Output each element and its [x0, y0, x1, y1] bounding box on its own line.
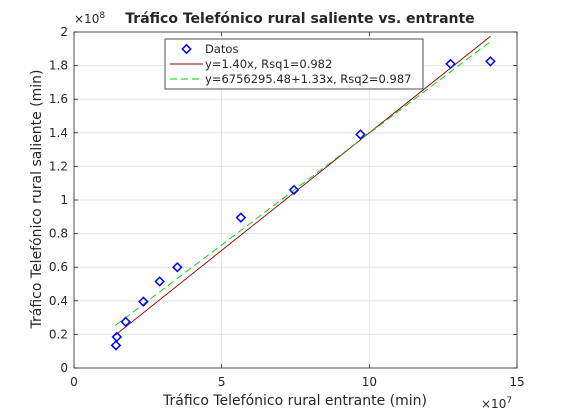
y-tick-label: 1.2: [49, 159, 68, 173]
x-tick-label: 5: [218, 375, 226, 389]
x-exponent: ×107: [481, 396, 512, 411]
x-axis-label: Tráfico Telefónico rural entrante (min): [162, 393, 427, 409]
legend-marker: [181, 43, 192, 55]
y-tick-label: 0.8: [49, 227, 68, 241]
y-tick-label: 0.6: [49, 260, 68, 274]
legend-label: Datos: [205, 42, 238, 56]
legend-label: y=1.40x, Rsq1=0.982: [205, 57, 332, 71]
data-point: [138, 296, 149, 307]
data-point: [110, 340, 122, 351]
data-point: [120, 316, 131, 328]
legend-box: [164, 38, 424, 90]
y-exponent-base: ×10: [74, 12, 99, 26]
y-exponent-power: 8: [99, 11, 105, 21]
x-tick-label: 15: [509, 375, 524, 389]
data-point: [445, 58, 456, 70]
data-point: [111, 331, 123, 343]
x-exponent-base: ×10: [481, 397, 506, 411]
data-point: [154, 276, 165, 287]
y-tick-label: 0: [60, 361, 68, 375]
y-tick-label: 1: [60, 193, 68, 207]
legend-label: y=6756295.48+1.33x, Rsq2=0.987: [205, 72, 411, 86]
regression-line-2: [115, 41, 491, 326]
chart-title: Tráfico Telefónico rural saliente vs. en…: [125, 11, 474, 27]
ticks: 0 5 10 15 0 0.2 0.4 0.6 0.8 1 1.2 1.4 1.6 1.8 2: [49, 25, 525, 389]
y-tick-label: 0.4: [49, 294, 68, 308]
data-point: [235, 212, 247, 223]
x-tick-label: 0: [70, 375, 78, 389]
y-tick-label: 1.8: [49, 59, 68, 73]
data-point: [172, 261, 183, 273]
x-exponent-power: 7: [506, 396, 512, 406]
data-point: [485, 56, 496, 67]
x-tick-label: 10: [362, 375, 377, 389]
data-point: [288, 184, 300, 196]
regression-line-1: [115, 36, 491, 336]
y-tick-label: 0.2: [49, 327, 68, 341]
y-tick-label: 1.4: [49, 126, 68, 140]
y-tick-label: 1.6: [49, 92, 68, 106]
series-layer: [110, 36, 496, 351]
y-axis-label: Tráfico Telefónico rural saliente (min): [29, 70, 45, 330]
y-exponent: ×108: [74, 11, 105, 26]
y-tick-label: 2: [60, 25, 68, 39]
data-point: [355, 129, 366, 140]
